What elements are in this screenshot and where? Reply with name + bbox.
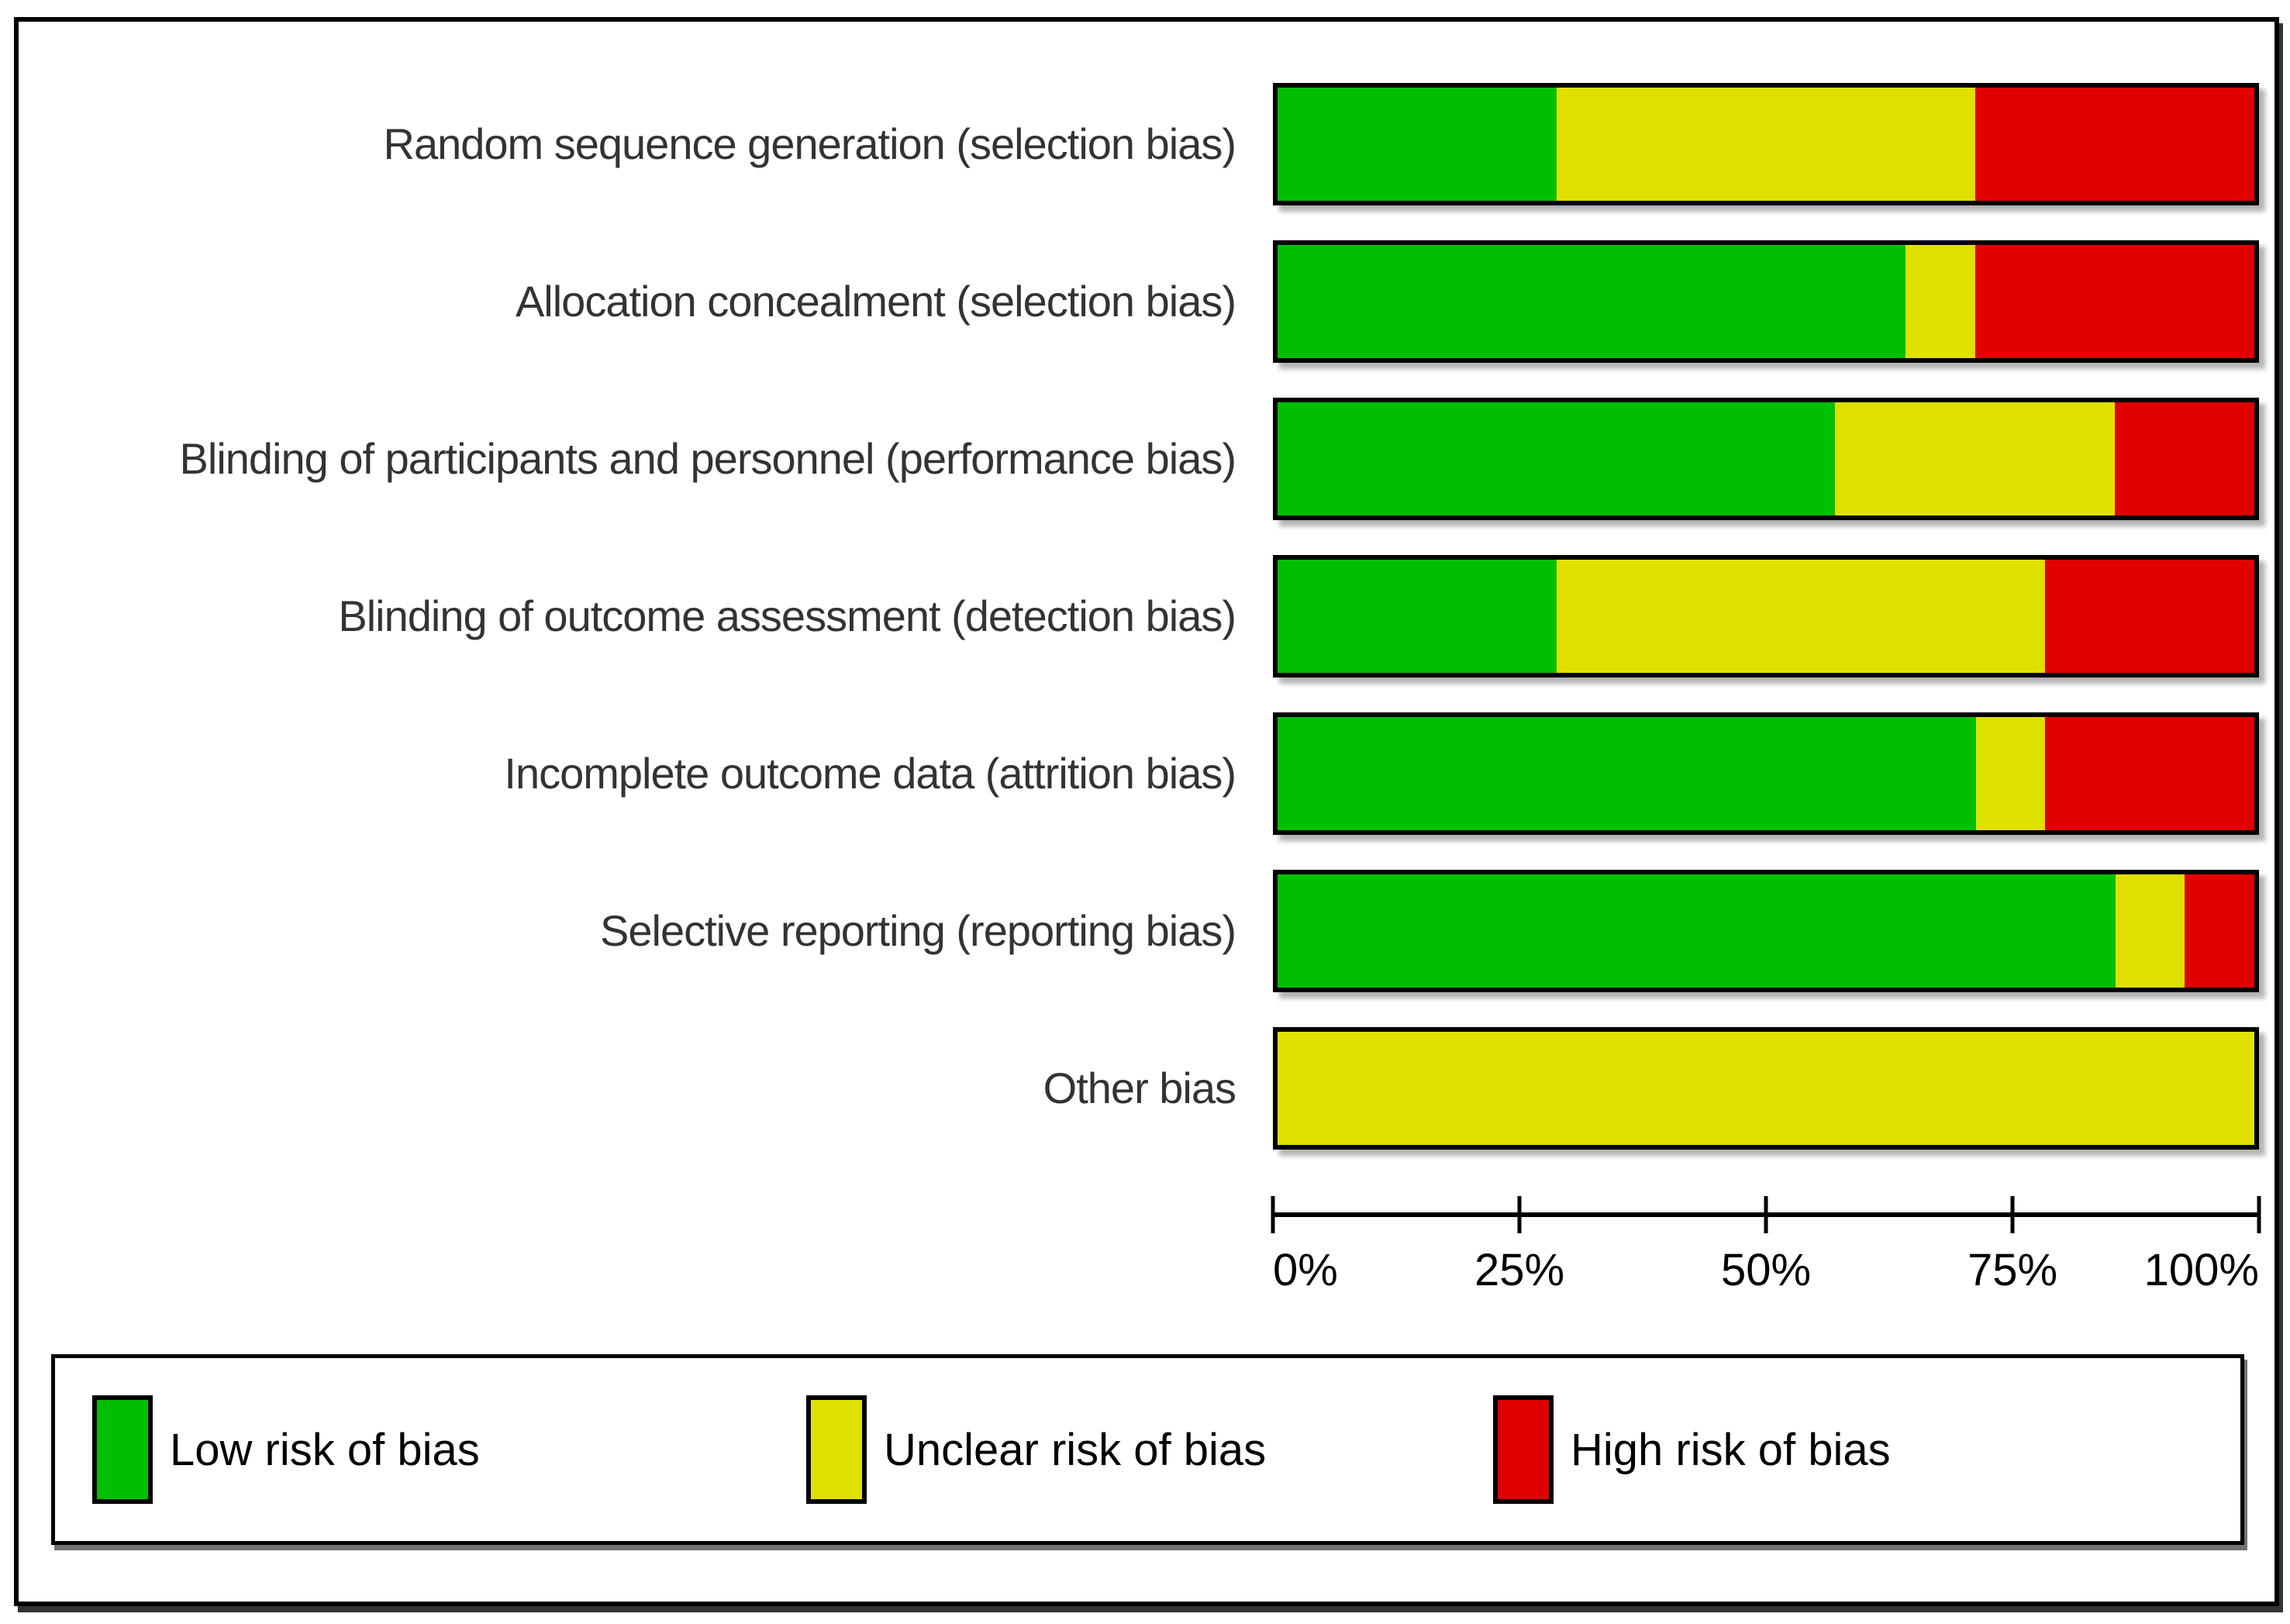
x-axis-tick: [1517, 1196, 1522, 1233]
bias-rows: Random sequence generation (selection bi…: [19, 83, 2274, 1184]
bias-row: Selective reporting (reporting bias): [19, 870, 2274, 992]
bar-segment-unclear-risk-of-bias: [1278, 1032, 2254, 1145]
stacked-bar: [1273, 555, 2259, 678]
bias-row: Random sequence generation (selection bi…: [19, 83, 2274, 205]
x-axis-tick: [1271, 1196, 1275, 1233]
x-axis-tick-label: 50%: [1720, 1245, 1812, 1295]
legend-swatch-low-risk-of-bias: [92, 1395, 153, 1504]
stacked-bar: [1273, 398, 2259, 520]
bar-segment-low-risk-of-bias: [1278, 402, 1836, 515]
x-axis-tick-label: 75%: [1967, 1245, 2058, 1295]
legend-box: Low risk of bias Unclear risk of bias High…: [51, 1354, 2244, 1545]
bar-segment-low-risk-of-bias: [1278, 245, 1906, 358]
bias-row: Blinding of participants and personnel (…: [19, 398, 2274, 520]
bias-row: Allocation concealment (selection bias): [19, 240, 2274, 363]
bias-row-label: Random sequence generation (selection bi…: [383, 119, 1236, 169]
bias-row: Other bias: [19, 1027, 2274, 1150]
legend-label: High risk of bias: [1571, 1424, 1891, 1475]
x-axis: 0% 25% 50% 75% 100%: [1271, 1196, 2261, 1336]
bar-segment-low-risk-of-bias: [1278, 717, 1976, 830]
x-axis-tick: [2257, 1196, 2261, 1233]
stacked-bar: [1273, 1027, 2259, 1150]
legend-label: Low risk of bias: [170, 1424, 480, 1475]
bias-row: Blinding of outcome assessment (detectio…: [19, 555, 2274, 678]
x-axis-tick-label: 25%: [1474, 1245, 1565, 1295]
bias-row-label: Allocation concealment (selection bias): [515, 277, 1236, 326]
bias-row: Incomplete outcome data (attrition bias): [19, 712, 2274, 835]
bias-row-label: Blinding of participants and personnel (…: [179, 434, 1236, 484]
stacked-bar: [1273, 240, 2259, 363]
bias-row-label: Selective reporting (reporting bias): [600, 906, 1236, 956]
x-axis-tick: [2010, 1196, 2015, 1233]
legend-swatch-unclear-risk-of-bias: [806, 1395, 867, 1504]
bar-segment-unclear-risk-of-bias: [1975, 717, 2046, 830]
figure-frame: Random sequence generation (selection bi…: [14, 17, 2279, 1606]
bar-segment-high-risk-of-bias: [2045, 560, 2254, 673]
bar-segment-high-risk-of-bias: [2185, 874, 2254, 988]
legend-entry-high-risk-of-bias: High risk of bias: [1493, 1358, 1891, 1541]
bias-row-label: Incomplete outcome data (attrition bias): [504, 749, 1236, 798]
bias-row-label: Blinding of outcome assessment (detectio…: [338, 591, 1236, 641]
x-axis-tick: [1764, 1196, 1768, 1233]
x-axis-tick-label: 0%: [1273, 1245, 1338, 1295]
legend-swatch-high-risk-of-bias: [1493, 1395, 1554, 1504]
stacked-bar: [1273, 712, 2259, 835]
stacked-bar: [1273, 870, 2259, 992]
bar-segment-high-risk-of-bias: [1974, 245, 2254, 358]
bar-segment-unclear-risk-of-bias: [2115, 874, 2185, 988]
legend-entry-low-risk-of-bias: Low risk of bias: [92, 1358, 480, 1541]
bar-segment-low-risk-of-bias: [1278, 560, 1557, 673]
bar-segment-low-risk-of-bias: [1278, 874, 2116, 988]
bar-segment-low-risk-of-bias: [1278, 88, 1557, 201]
bar-segment-unclear-risk-of-bias: [1557, 88, 1975, 201]
bar-segment-unclear-risk-of-bias: [1835, 402, 2115, 515]
legend-entry-unclear-risk-of-bias: Unclear risk of bias: [806, 1358, 1266, 1541]
bias-row-label: Other bias: [1043, 1064, 1236, 1113]
bar-segment-high-risk-of-bias: [2114, 402, 2254, 515]
bar-segment-unclear-risk-of-bias: [1557, 560, 2046, 673]
bar-segment-unclear-risk-of-bias: [1905, 245, 1975, 358]
bar-segment-high-risk-of-bias: [1975, 88, 2254, 201]
legend-label: Unclear risk of bias: [884, 1424, 1267, 1475]
stacked-bar: [1273, 83, 2259, 205]
x-axis-tick-label: 100%: [2143, 1245, 2259, 1295]
bar-segment-high-risk-of-bias: [2045, 717, 2254, 830]
